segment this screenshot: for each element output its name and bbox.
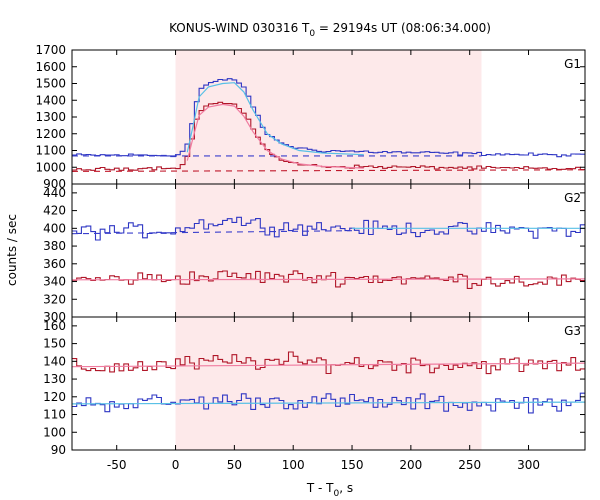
fit-solid-red-g2 bbox=[72, 278, 585, 281]
y-tick-label: 340 bbox=[43, 275, 66, 289]
fit-solid-red-g3 bbox=[72, 362, 585, 368]
y-tick-label: 1600 bbox=[35, 60, 66, 74]
x-axis-label: T - T0, s bbox=[306, 481, 353, 499]
panel-g2: 300 320 340 360 380 400 420 440 G2 bbox=[43, 183, 586, 324]
y-tick-label: 1400 bbox=[35, 93, 66, 107]
y-tick-label: 1000 bbox=[35, 160, 66, 174]
series-blue-g3 bbox=[72, 392, 585, 414]
y-tick-label: 300 bbox=[43, 310, 66, 324]
panel-g1: 900 1000 1100 1200 1300 1400 1500 1600 1700 G1 bbox=[35, 43, 586, 191]
x-tick-label: 100 bbox=[282, 458, 305, 472]
highlight-interval bbox=[175, 184, 482, 317]
y-tick-label: 1200 bbox=[35, 127, 66, 141]
y-tick-label: 1500 bbox=[35, 77, 66, 91]
x-tick-label: 50 bbox=[227, 458, 242, 472]
panel-label: G2 bbox=[564, 191, 581, 205]
fit-solid-blue-g1 bbox=[186, 82, 364, 156]
x-tick-label: 150 bbox=[341, 458, 364, 472]
chart-title: KONUS-WIND 030316 T0 = 29194s UT (08:06:… bbox=[169, 21, 491, 39]
series-red-g2 bbox=[72, 270, 585, 289]
series-red-g1 bbox=[72, 101, 585, 171]
x-tick-label: 0 bbox=[172, 458, 180, 472]
y-tick-label: 320 bbox=[43, 292, 66, 306]
y-tick-label: 900 bbox=[43, 177, 66, 191]
y-tick-label: 400 bbox=[43, 221, 66, 235]
y-tick-label: 110 bbox=[43, 408, 66, 422]
fit-solid-blue-g3 bbox=[72, 401, 585, 405]
title-subscript: 0 bbox=[309, 29, 315, 39]
title-rest: = 29194s UT (08:06:34.000) bbox=[315, 21, 491, 35]
xlabel-subscript: 0 bbox=[334, 489, 340, 499]
fit-dashed-blue-g2 bbox=[72, 230, 353, 235]
y-axis-label: counts / sec bbox=[5, 214, 19, 286]
x-tick-label: 300 bbox=[517, 458, 540, 472]
y-tick-label: 420 bbox=[43, 204, 66, 218]
fit-solid-red-g1 bbox=[186, 103, 364, 169]
plot-area bbox=[72, 78, 585, 172]
y-tick-label: 90 bbox=[51, 443, 66, 457]
y-tick-label: 380 bbox=[43, 239, 66, 253]
y-tick-label: 160 bbox=[43, 319, 66, 333]
panel-frame bbox=[71, 316, 586, 451]
y-tick-label: 150 bbox=[43, 337, 66, 351]
y-tick-label: 130 bbox=[43, 372, 66, 386]
highlight-interval bbox=[175, 50, 482, 184]
y-tick-label: 360 bbox=[43, 257, 66, 271]
title-main: KONUS-WIND 030316 T bbox=[169, 21, 310, 35]
y-tick-label: 1100 bbox=[35, 144, 66, 158]
fit-dashed-red-g1 bbox=[72, 169, 585, 172]
panel-label: G1 bbox=[564, 57, 581, 71]
panels-group: 90010001100120013001400150016001700G1300… bbox=[35, 43, 586, 472]
panel-g3: 90 100 110 120 130 140 150 160 -50 0 50 100 150 200 25… bbox=[43, 316, 586, 472]
x-tick-label: 200 bbox=[399, 458, 422, 472]
xlabel-main: T - T bbox=[306, 481, 334, 495]
plot-area bbox=[72, 351, 585, 414]
y-tick-label: 1300 bbox=[35, 110, 66, 124]
xlabel-rest: , s bbox=[339, 481, 353, 495]
panel-label: G3 bbox=[564, 324, 581, 338]
series-red-g3 bbox=[72, 351, 585, 375]
y-tick-label: 120 bbox=[43, 390, 66, 404]
series-blue-g1 bbox=[72, 78, 585, 158]
y-tick-label: 1700 bbox=[35, 43, 66, 57]
x-tick-label: 250 bbox=[458, 458, 481, 472]
y-tick-label: 140 bbox=[43, 354, 66, 368]
plot-area bbox=[72, 216, 585, 289]
y-tick-label: 440 bbox=[43, 186, 66, 200]
highlight-interval bbox=[175, 317, 482, 450]
x-tick-label: -50 bbox=[107, 458, 127, 472]
y-tick-label: 100 bbox=[43, 425, 66, 439]
